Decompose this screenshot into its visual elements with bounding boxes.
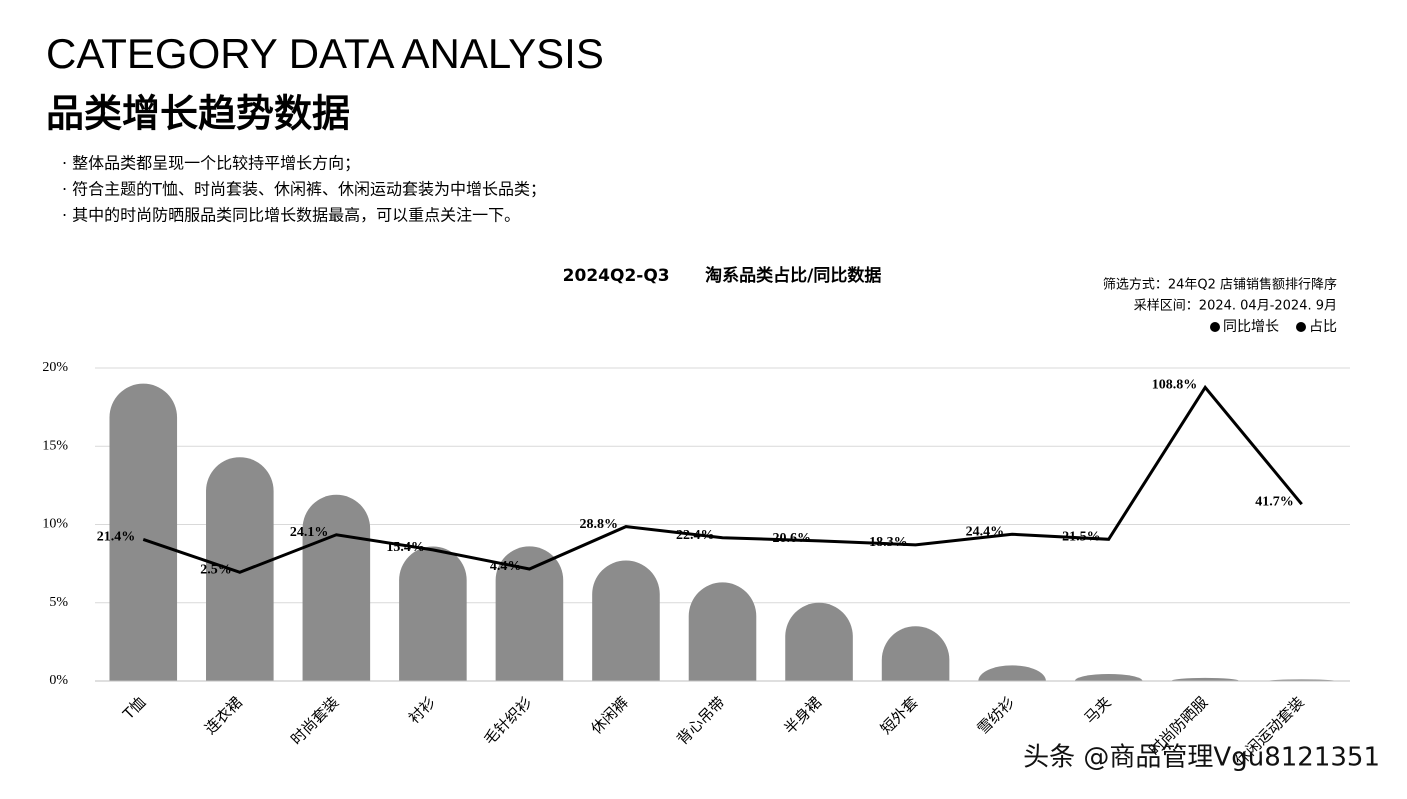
chart-title: 2024Q2-Q3 淘系品类占比/同比数据 [563,265,882,286]
bar [109,383,178,681]
data-label: 21.4% [97,530,136,545]
slide-subtitle: 品类增长趋势数据 [46,92,350,136]
chart-note: 筛选方式：24年Q2 店铺销售额排行降序 [1103,277,1337,293]
data-label: 21.5% [1062,529,1101,544]
bullet: · 整体品类都呈现一个比较持平增长方向； [62,154,360,173]
data-label: 4.4% [490,559,522,574]
bar [495,546,564,681]
bar [399,546,467,681]
x-tick-label: 背心吊带 [673,693,728,748]
bullet: · 其中的时尚防晒服品类同比增长数据最高，可以重点关注一下。 [62,206,520,225]
legend-label: 占比 [1309,319,1337,335]
data-label: 108.8% [1152,378,1198,393]
bullet: · 符合主题的T恤、时尚套装、休闲裤、休闲运动套装为中增长品类； [62,180,546,199]
data-label: 15.4% [386,540,425,555]
x-tick-label: 半身裙 [780,693,825,738]
y-tick-label: 20% [42,360,68,375]
y-tick-label: 0% [49,673,68,688]
watermark: 头条 @商品管理Vgu8121351 [1023,743,1380,773]
data-label: 24.4% [966,524,1005,539]
x-tick-label: 连衣裙 [201,693,246,738]
x-tick-label: 雪纺衫 [974,693,1019,738]
x-tick-label: 时尚套装 [287,693,342,748]
data-label: 28.8% [579,517,618,532]
bar [302,494,371,681]
bar [206,457,274,681]
data-label: 22.4% [676,528,715,543]
slide-title: CATEGORY DATA ANALYSIS [46,30,604,77]
x-tick-label: 毛针织衫 [480,693,535,748]
y-tick-label: 15% [42,438,68,453]
bar [1074,673,1143,681]
x-tick-label: T恤 [119,693,150,724]
bar [785,602,853,681]
legend-marker [1296,322,1306,332]
data-label: 24.1% [290,525,329,540]
x-tick-label: 休闲裤 [587,693,632,738]
line [142,384,1303,574]
chart-note: 采样区间：2024. 04月-2024. 9月 [1134,299,1337,314]
legend-label: 同比增长 [1223,319,1279,335]
y-tick-label: 10% [42,517,68,532]
legend-marker [1210,322,1220,332]
bar [978,665,1046,681]
bar [688,582,757,681]
data-label: 2.5% [200,563,232,578]
y-tick-label: 5% [49,595,68,610]
bar [592,560,660,681]
x-tick-label: 短外套 [877,693,922,738]
bar [1171,677,1239,681]
data-label: 41.7% [1255,494,1294,509]
x-tick-label: 衬衫 [405,693,439,727]
data-label: 20.6% [773,531,812,546]
data-label: 18.3% [869,535,908,550]
bar [881,626,950,681]
x-tick-label: 马夹 [1081,693,1115,727]
